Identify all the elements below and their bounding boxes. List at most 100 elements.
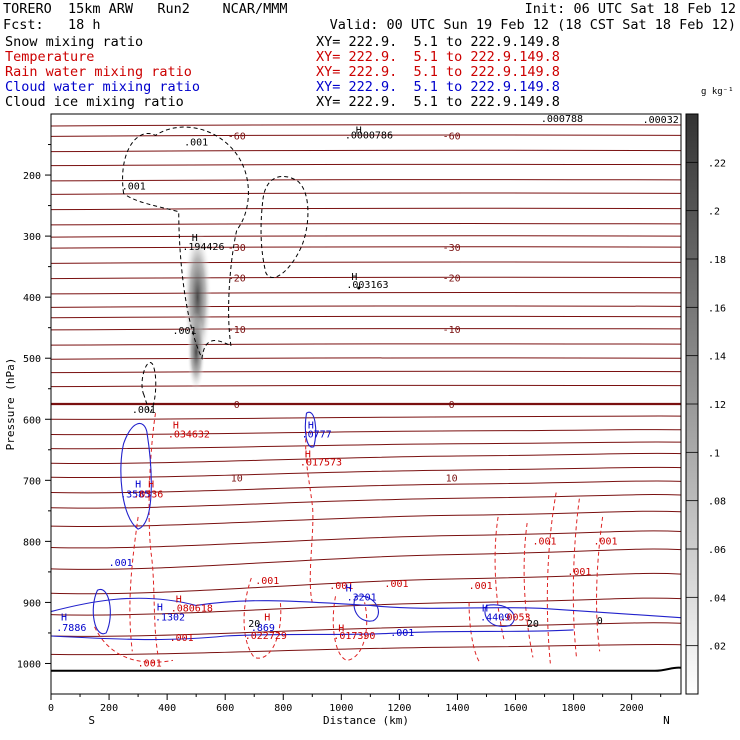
field-xy-cloud-ice: XY= 222.9. 5.1 to 222.9.149.8 [316,94,560,110]
isotherm-line [50,622,682,637]
max-marker: H [305,450,311,461]
y-tick-label: 500 [23,354,41,365]
isotherm-line [50,597,682,616]
contour-label: .0777 [302,430,332,441]
field-name-cloud-ice: Cloud ice mixing ratio [5,94,184,110]
field-name-rain: Rain water mixing ratio [5,64,192,80]
colorbar-tick-label: .02 [708,642,726,653]
rain-contour [468,602,482,664]
cloud-water-contour [353,595,379,622]
max-marker: H [482,604,488,615]
y-tick-label: 900 [23,598,41,609]
isotherm-line [50,315,682,319]
cloud-ice-contour [122,126,249,360]
contour-label: .001 [170,633,194,644]
cloud-water-contour [484,604,515,628]
y-tick-label: 200 [23,171,41,182]
isotherm-line [50,452,682,464]
contour-label: .869 [251,623,275,634]
cloud-ice-contour [260,175,309,279]
x-tick-label: 800 [274,703,292,714]
cloud-ice-point [357,286,361,290]
max-marker: H [176,594,182,605]
contour-label: .001 [384,579,408,590]
isotherm-line [50,163,682,167]
contour-label: .00032 [643,115,679,126]
max-marker: H [264,613,270,624]
isotherm-line [50,192,682,195]
x-tick-label: 0 [48,703,54,714]
isotherm-label: -20 [443,274,461,285]
isotherm-line [50,357,682,360]
field-xy-snow: XY= 222.9. 5.1 to 222.9.149.8 [316,34,560,50]
field-xy-rain: XY= 222.9. 5.1 to 222.9.149.8 [316,64,560,80]
snow-shading [183,227,212,393]
model-title: TORERO 15km ARW Run2 NCAR/MMM [3,1,288,17]
field-name-snow: Snow mixing ratio [5,34,144,50]
contour-label: .1302 [155,613,185,624]
rain-contour [148,413,159,658]
contour-label: .001 [255,576,279,587]
valid-time: Valid: 00 UTC Sun 19 Feb 12 (18 CST Sat … [329,17,736,33]
rain-contour [523,522,534,658]
y-tick-label: 400 [23,293,41,304]
contour-label: 20 [248,619,260,630]
cloud-water-contour [304,411,317,448]
cloud-ice-contours [122,126,361,415]
contour-label: .3201 [347,593,377,604]
isotherm-line [50,510,682,528]
isotherm-label: -20 [228,274,246,285]
contour-label: .003163 [346,280,388,291]
snow-shaded-region [187,312,206,393]
field-name-cloud-water: Cloud water mixing ratio [5,79,201,95]
rain-contours [94,413,604,664]
contour-label: .001 [109,558,133,569]
contour-label: .017390 [333,631,375,642]
contour-label: 20 [527,619,539,630]
contour-label: .001 [329,581,353,592]
isotherm-line [50,276,682,280]
contour-label: .001 [533,536,557,547]
cloud-water-contours [50,411,682,641]
colorbar-tick-label: .1 [708,448,720,459]
isotherm-line [50,370,682,374]
contour-label: .3585 [120,489,150,500]
y-tick-label: 1000 [17,659,41,670]
contour-label: .000788 [541,114,583,125]
init-time: Init: 06 UTC Sat 18 Feb 12 [524,1,736,17]
colorbar-tick-label: .2 [708,207,720,218]
isotherm-line [50,466,682,479]
annotations: .001.001H.194426H.003163.001.001H.034632… [56,114,678,670]
cloud-water-contour [50,629,574,641]
colorbar-tick-label: .22 [708,158,726,169]
colorbar-tick-label: .08 [708,497,726,508]
south-label: S [88,714,95,727]
max-marker: H [356,126,362,137]
contour-label: .001 [567,567,591,578]
x-tick-label: 400 [158,703,176,714]
isotherm-line [50,643,682,656]
isotherm-line [50,261,682,264]
colorbar-unit: g kg⁻¹ [701,87,734,97]
north-label: N [663,714,670,727]
x-axis-label: Distance (km) [323,714,409,727]
forecast-hour: Fcst: 18 h [3,17,101,33]
isotherm-line [50,149,682,153]
x-tick-label: 1800 [562,703,586,714]
contour-label: .001 [390,628,414,639]
field-xy-temperature: XY= 222.9. 5.1 to 222.9.149.8 [316,49,560,65]
axes: 0 200 400 600 800 1000 1200 1400 1600 1800 2000200… [4,144,670,727]
isotherm-line [50,384,682,388]
contour-label: .080618 [171,604,213,615]
max-marker: H [192,233,198,244]
contour-label: .7886 [56,623,86,634]
isotherm-line [50,124,682,127]
isotherm-line [50,343,682,346]
x-tick-label: 200 [100,703,118,714]
contour-label: .0053 [500,613,530,624]
isotherm-label: -30 [443,243,461,254]
rain-contour [596,516,604,652]
colorbar-tick-label: .18 [708,255,726,266]
isotherm-line [50,305,682,308]
